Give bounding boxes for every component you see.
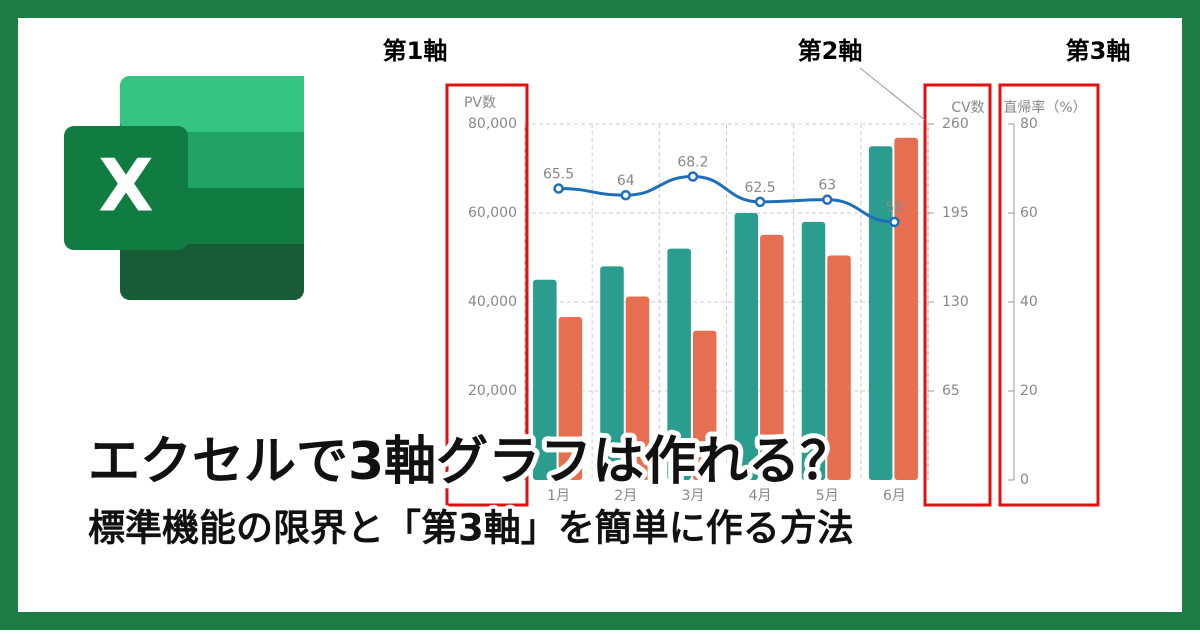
x-tick-label: 2月: [614, 488, 637, 504]
point: [754, 196, 766, 208]
point: [620, 189, 631, 201]
bar: [868, 146, 893, 480]
bar: [625, 296, 650, 480]
y2-axis-title: CV数: [951, 100, 984, 116]
y2-tick-label: 130: [942, 294, 969, 310]
bar: [894, 137, 918, 480]
y3-axis-title: 直帰率（%）: [1003, 99, 1086, 116]
bar: [692, 330, 717, 480]
y3-tick-label: 80: [1020, 116, 1038, 132]
y-tick-label: 40,000: [468, 294, 517, 310]
bar: [827, 255, 851, 480]
value-label: 63: [818, 178, 836, 194]
y-tick-label: 20,000: [468, 383, 517, 399]
y3-tick-label: 20: [1020, 383, 1038, 399]
bar: [558, 317, 583, 480]
bar: [533, 279, 557, 480]
value-label: 68.2: [677, 155, 708, 171]
bar: [734, 213, 759, 480]
axis-callout: 第3軸: [1066, 37, 1131, 65]
bar: [667, 248, 691, 480]
y3-tick-label: 0: [1020, 472, 1029, 488]
value-label: 64: [617, 173, 635, 189]
point: [553, 183, 564, 194]
y-tick-label: 60,000: [468, 205, 517, 221]
bar: [801, 221, 826, 480]
y2-tick-label: 260: [942, 116, 969, 132]
axis-callout: 第1軸: [383, 37, 448, 65]
x-tick-label: 4月: [749, 488, 772, 504]
bar: [760, 234, 784, 480]
y2-tick-label: 195: [942, 205, 969, 221]
value-label: 65.5: [543, 167, 574, 183]
y3-tick-label: 40: [1020, 294, 1038, 310]
axis-callout: 第2軸: [798, 37, 863, 65]
point: [687, 171, 699, 182]
point: [889, 216, 900, 228]
subheadline: 標準機能の限界と「第3軸」を簡単に作る方法: [88, 507, 854, 550]
x-tick-label: 3月: [681, 488, 704, 504]
y2-tick-label: 65: [942, 383, 960, 399]
bar: [600, 266, 624, 480]
value-label: 62.5: [744, 180, 775, 196]
y-tick-label: 80,000: [468, 116, 517, 132]
value-label: 58: [886, 200, 904, 216]
point: [822, 194, 833, 205]
chart: PV数 CV数 直帰率（%） 20,000 40,000 60,000 80,000 65 13…: [464, 95, 1087, 504]
y-axis-title: PV数: [464, 95, 496, 111]
y3-tick-label: 60: [1020, 205, 1038, 221]
x-tick-label: 1月: [547, 488, 570, 504]
x-tick-label: 6月: [883, 488, 906, 504]
x-tick-label: 5月: [816, 488, 839, 504]
headline: エクセルで3軸グラフは作れる？: [88, 432, 852, 492]
highlights: [445, 67, 1100, 507]
svg-text:X: X: [98, 144, 154, 228]
excel-logo: X: [64, 76, 304, 300]
